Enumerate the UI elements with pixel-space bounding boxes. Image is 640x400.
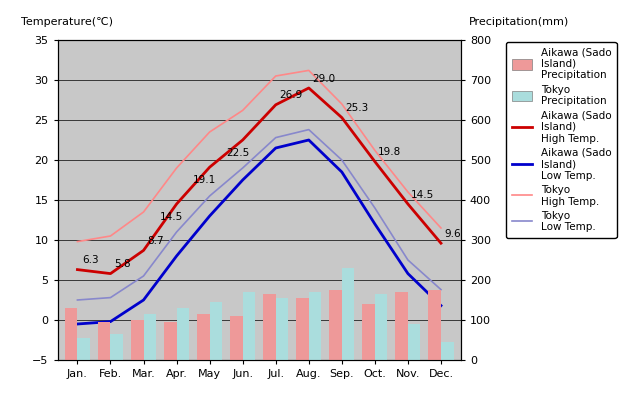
Aikawa (Sado
Island)
Low Temp. — [140, 298, 147, 302]
Aikawa (Sado
Island)
Low Temp. — [74, 322, 81, 326]
Text: 25.3: 25.3 — [345, 103, 369, 113]
Text: 14.5: 14.5 — [412, 190, 435, 200]
Bar — [243, 292, 255, 360]
Text: 26.9: 26.9 — [279, 90, 302, 100]
Aikawa (Sado
Island)
Low Temp. — [107, 319, 115, 324]
Aikawa (Sado
Island)
Low Temp. — [305, 138, 312, 142]
Tokyo
High Temp. — [173, 166, 180, 170]
Text: 14.5: 14.5 — [160, 212, 183, 222]
Bar — [329, 290, 342, 360]
Bar — [342, 268, 355, 360]
Tokyo
High Temp. — [338, 102, 346, 106]
Aikawa (Sado
Island)
High Temp. — [272, 102, 280, 107]
Bar — [111, 334, 123, 360]
Bar — [197, 314, 210, 360]
Aikawa (Sado
Island)
High Temp. — [107, 271, 115, 276]
Text: 19.1: 19.1 — [193, 175, 216, 185]
Aikawa (Sado
Island)
Low Temp. — [173, 254, 180, 258]
Tokyo
High Temp. — [404, 190, 412, 194]
Line: Tokyo
Low Temp.: Tokyo Low Temp. — [77, 130, 441, 300]
Tokyo
Low Temp. — [173, 230, 180, 234]
Legend: Aikawa (Sado
Island)
Precipitation, Tokyo
Precipitation, Aikawa (Sado
Island)
Hi: Aikawa (Sado Island) Precipitation, Toky… — [506, 42, 616, 238]
Text: Temperature(℃): Temperature(℃) — [21, 17, 113, 27]
Text: 8.7: 8.7 — [147, 236, 163, 246]
Tokyo
Low Temp. — [371, 206, 379, 210]
Bar — [164, 322, 177, 360]
Bar — [276, 298, 288, 360]
Bar — [362, 304, 375, 360]
Aikawa (Sado
Island)
High Temp. — [305, 86, 312, 90]
Line: Tokyo
High Temp.: Tokyo High Temp. — [77, 70, 441, 242]
Tokyo
Low Temp. — [107, 295, 115, 300]
Tokyo
High Temp. — [272, 74, 280, 78]
Aikawa (Sado
Island)
High Temp. — [74, 267, 81, 272]
Aikawa (Sado
Island)
High Temp. — [140, 248, 147, 253]
Tokyo
Low Temp. — [338, 158, 346, 162]
Tokyo
High Temp. — [74, 239, 81, 244]
Aikawa (Sado
Island)
Low Temp. — [404, 271, 412, 276]
Aikawa (Sado
Island)
High Temp. — [404, 202, 412, 206]
Tokyo
Low Temp. — [140, 274, 147, 278]
Aikawa (Sado
Island)
High Temp. — [206, 165, 214, 170]
Tokyo
Low Temp. — [305, 127, 312, 132]
Bar — [408, 324, 420, 360]
Text: 6.3: 6.3 — [83, 255, 99, 265]
Tokyo
Low Temp. — [206, 194, 214, 198]
Aikawa (Sado
Island)
High Temp. — [338, 115, 346, 120]
Tokyo
High Temp. — [305, 68, 312, 73]
Line: Aikawa (Sado
Island)
High Temp.: Aikawa (Sado Island) High Temp. — [77, 88, 441, 274]
Tokyo
High Temp. — [437, 226, 445, 230]
Aikawa (Sado
Island)
Low Temp. — [338, 170, 346, 174]
Aikawa (Sado
Island)
Low Temp. — [437, 303, 445, 308]
Text: Precipitation(mm): Precipitation(mm) — [469, 17, 569, 27]
Text: 19.8: 19.8 — [378, 147, 401, 157]
Aikawa (Sado
Island)
Low Temp. — [239, 178, 246, 182]
Aikawa (Sado
Island)
High Temp. — [239, 138, 246, 142]
Bar — [375, 294, 387, 360]
Tokyo
High Temp. — [371, 148, 379, 153]
Bar — [210, 302, 222, 360]
Aikawa (Sado
Island)
High Temp. — [437, 241, 445, 246]
Tokyo
Low Temp. — [437, 287, 445, 292]
Tokyo
Low Temp. — [74, 298, 81, 302]
Bar — [143, 314, 156, 360]
Tokyo
Low Temp. — [404, 258, 412, 262]
Tokyo
Low Temp. — [239, 166, 246, 170]
Bar — [131, 320, 143, 360]
Aikawa (Sado
Island)
Low Temp. — [206, 214, 214, 218]
Tokyo
High Temp. — [107, 234, 115, 238]
Aikawa (Sado
Island)
High Temp. — [371, 159, 379, 164]
Tokyo
High Temp. — [239, 108, 246, 113]
Bar — [396, 292, 408, 360]
Bar — [177, 308, 189, 360]
Tokyo
High Temp. — [140, 210, 147, 214]
Tokyo
Low Temp. — [272, 135, 280, 140]
Aikawa (Sado
Island)
Low Temp. — [272, 146, 280, 150]
Bar — [308, 292, 321, 360]
Text: 5.8: 5.8 — [114, 259, 131, 269]
Bar — [296, 298, 308, 360]
Text: 29.0: 29.0 — [312, 74, 335, 84]
Bar — [65, 308, 77, 360]
Line: Aikawa (Sado
Island)
Low Temp.: Aikawa (Sado Island) Low Temp. — [77, 140, 441, 324]
Aikawa (Sado
Island)
Low Temp. — [371, 222, 379, 226]
Bar — [230, 316, 243, 360]
Text: 9.6: 9.6 — [444, 229, 461, 239]
Bar — [98, 322, 111, 360]
Bar — [263, 294, 276, 360]
Tokyo
High Temp. — [206, 130, 214, 134]
Bar — [77, 338, 90, 360]
Text: 22.5: 22.5 — [226, 148, 250, 158]
Bar — [441, 342, 454, 360]
Bar — [428, 290, 441, 360]
Aikawa (Sado
Island)
High Temp. — [173, 202, 180, 206]
